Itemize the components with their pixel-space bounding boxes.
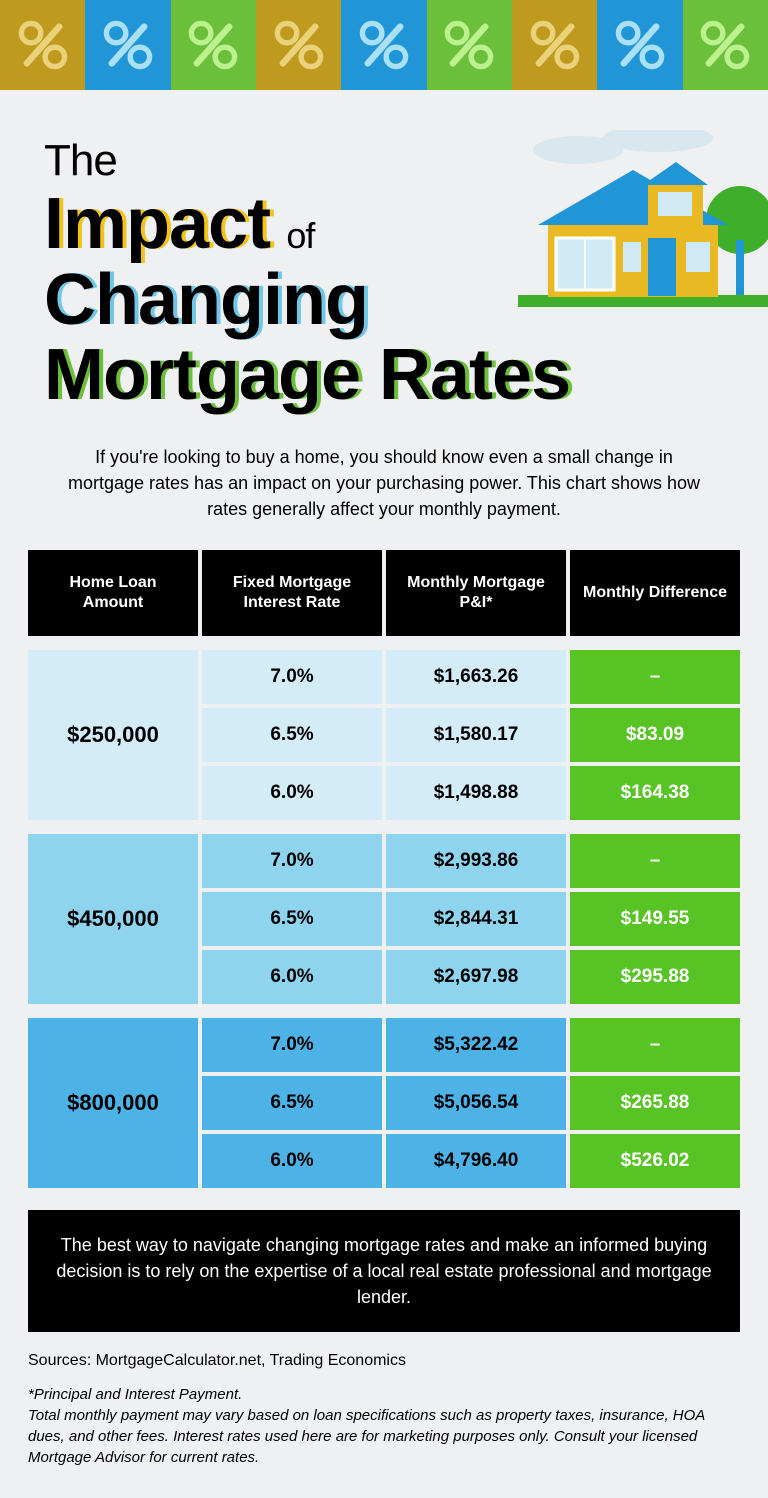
difference-cell: – — [570, 1018, 740, 1072]
rate-cell: 6.0% — [202, 950, 382, 1004]
difference-cell: $164.38 — [570, 766, 740, 820]
table-group: $250,0007.0%$1,663.26–6.5%$1,580.17$83.0… — [28, 650, 740, 820]
payment-cell: $1,663.26 — [386, 650, 566, 704]
percent-icon — [0, 0, 85, 90]
title-mortgage-rates: Mortgage Rates — [44, 338, 570, 414]
percent-icon — [256, 0, 341, 90]
title-pre: The — [44, 136, 117, 185]
table-row: 7.0%$2,993.86– — [202, 834, 740, 888]
rate-cell: 7.0% — [202, 834, 382, 888]
table-row: 7.0%$5,322.42– — [202, 1018, 740, 1072]
title-changing: Changing — [44, 263, 368, 339]
table-row: 6.5%$1,580.17$83.09 — [202, 708, 740, 762]
loan-amount-cell: $250,000 — [28, 650, 198, 820]
difference-cell: – — [570, 650, 740, 704]
percent-icon — [597, 0, 682, 90]
percent-icon — [512, 0, 597, 90]
loan-amount-cell: $800,000 — [28, 1018, 198, 1188]
payment-cell: $2,844.31 — [386, 892, 566, 946]
rate-cell: 6.5% — [202, 892, 382, 946]
table-header-cell: Monthly Mortgage P&I* — [386, 550, 566, 636]
table-row: 6.0%$1,498.88$164.38 — [202, 766, 740, 820]
difference-cell: $295.88 — [570, 950, 740, 1004]
table-header: Home Loan AmountFixed Mortgage Interest … — [28, 550, 740, 636]
rate-cell: 6.0% — [202, 1134, 382, 1188]
difference-cell: $526.02 — [570, 1134, 740, 1188]
rates-table: Home Loan AmountFixed Mortgage Interest … — [28, 550, 740, 1188]
table-header-cell: Fixed Mortgage Interest Rate — [202, 550, 382, 636]
percent-icon — [427, 0, 512, 90]
rate-cell: 6.5% — [202, 1076, 382, 1130]
table-group: $450,0007.0%$2,993.86–6.5%$2,844.31$149.… — [28, 834, 740, 1004]
table-row: 6.5%$2,844.31$149.55 — [202, 892, 740, 946]
table-row: 6.5%$5,056.54$265.88 — [202, 1076, 740, 1130]
title-impact: Impact — [44, 187, 270, 263]
difference-cell: – — [570, 834, 740, 888]
percent-icon — [171, 0, 256, 90]
table-row: 6.0%$2,697.98$295.88 — [202, 950, 740, 1004]
intro-text: If you're looking to buy a home, you sho… — [0, 434, 768, 550]
table-body: $250,0007.0%$1,663.26–6.5%$1,580.17$83.0… — [28, 650, 740, 1188]
table-row: 6.0%$4,796.40$526.02 — [202, 1134, 740, 1188]
payment-cell: $2,993.86 — [386, 834, 566, 888]
payment-cell: $4,796.40 — [386, 1134, 566, 1188]
rate-cell: 7.0% — [202, 1018, 382, 1072]
difference-cell: $149.55 — [570, 892, 740, 946]
house-illustration — [518, 130, 768, 320]
callout: The best way to navigate changing mortga… — [28, 1210, 740, 1332]
rate-cell: 6.5% — [202, 708, 382, 762]
payment-cell: $5,056.54 — [386, 1076, 566, 1130]
percent-icon — [341, 0, 426, 90]
table-header-cell: Monthly Difference — [570, 550, 740, 636]
payment-cell: $2,697.98 — [386, 950, 566, 1004]
loan-amount-cell: $450,000 — [28, 834, 198, 1004]
difference-cell: $83.09 — [570, 708, 740, 762]
table-row: 7.0%$1,663.26– — [202, 650, 740, 704]
title-of: of — [286, 215, 314, 256]
payment-cell: $1,580.17 — [386, 708, 566, 762]
payment-cell: $1,498.88 — [386, 766, 566, 820]
payment-cell: $5,322.42 — [386, 1018, 566, 1072]
topband — [0, 0, 768, 90]
percent-icon — [85, 0, 170, 90]
rate-cell: 6.0% — [202, 766, 382, 820]
sources: Sources: MortgageCalculator.net, Trading… — [0, 1332, 768, 1376]
fineprint: *Principal and Interest Payment.Total mo… — [0, 1376, 768, 1498]
rate-cell: 7.0% — [202, 650, 382, 704]
percent-icon — [683, 0, 768, 90]
table-group: $800,0007.0%$5,322.42–6.5%$5,056.54$265.… — [28, 1018, 740, 1188]
difference-cell: $265.88 — [570, 1076, 740, 1130]
table-header-cell: Home Loan Amount — [28, 550, 198, 636]
hero: The Impact of Changing Mortgage Rates — [0, 90, 768, 434]
